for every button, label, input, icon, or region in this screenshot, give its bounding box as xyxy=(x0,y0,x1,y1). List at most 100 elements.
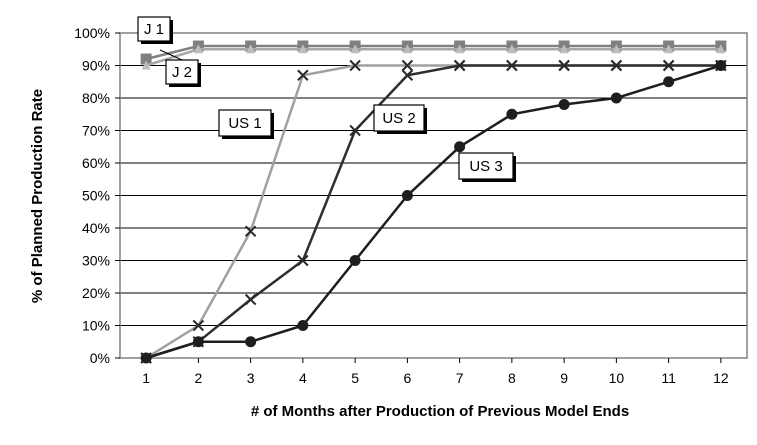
y-tick-label: 90% xyxy=(82,58,110,74)
data-point-marker xyxy=(558,59,570,72)
y-tick-label: 60% xyxy=(82,155,110,171)
x-tick-label: 2 xyxy=(194,370,202,386)
data-point-marker xyxy=(297,320,309,331)
callout-j-2: J 2 xyxy=(159,49,201,87)
callout-shadow xyxy=(169,84,201,87)
series-label: US 2 xyxy=(382,110,415,127)
callout-us-2: US 2 xyxy=(373,104,427,134)
x-tick-label: 11 xyxy=(661,370,676,386)
series-j-2 xyxy=(141,44,726,70)
data-point-marker xyxy=(192,319,205,332)
series-label: US 1 xyxy=(228,115,261,132)
y-tick-label: 20% xyxy=(82,285,110,301)
x-tick-label: 4 xyxy=(299,370,307,386)
callout-leader xyxy=(159,49,183,61)
data-point-marker xyxy=(610,59,623,72)
data-point-marker xyxy=(715,60,727,71)
y-tick-label: 30% xyxy=(82,253,110,269)
data-point-marker xyxy=(244,293,257,306)
callout-shadow xyxy=(424,108,427,134)
callout-box xyxy=(218,109,272,137)
x-axis-title: # of Months after Production of Previous… xyxy=(251,403,629,420)
data-point-marker xyxy=(558,99,570,110)
x-tick-label: 12 xyxy=(713,370,729,386)
callout-shadow xyxy=(170,20,173,44)
data-point-marker xyxy=(349,124,361,137)
data-point-marker xyxy=(455,44,465,54)
data-point-marker xyxy=(662,59,675,72)
data-point-marker xyxy=(298,44,308,54)
series-label: US 3 xyxy=(469,158,502,175)
x-tick-label: 8 xyxy=(508,370,516,386)
series-callouts: J 1 J 2 US 1 US 2 US 3 xyxy=(137,16,516,182)
series-label: J 2 xyxy=(172,64,192,81)
gridlines xyxy=(120,65,747,326)
x-tick-label: 7 xyxy=(456,370,464,386)
data-point-marker xyxy=(140,352,152,364)
data-point-marker xyxy=(193,44,203,54)
callout-shadow xyxy=(198,63,201,87)
x-tick-label: 5 xyxy=(351,370,359,386)
callout-shadow xyxy=(141,41,173,44)
data-point-marker xyxy=(401,59,414,72)
callout-box xyxy=(137,16,171,42)
y-tick-label: 100% xyxy=(74,25,110,41)
data-point-marker xyxy=(506,59,518,72)
data-point-marker xyxy=(507,44,517,54)
callout-us-1: US 1 xyxy=(218,109,274,139)
data-point-marker xyxy=(506,108,518,120)
series-lines xyxy=(140,40,727,364)
callout-shadow xyxy=(271,113,274,139)
x-tick-label: 1 xyxy=(142,370,150,386)
data-point-marker xyxy=(664,44,674,54)
callout-j-1: J 1 xyxy=(137,16,173,44)
callout-shadow xyxy=(462,179,516,182)
callout-shadow xyxy=(377,131,427,134)
series-line xyxy=(145,64,721,360)
series-line xyxy=(145,64,722,360)
data-point-marker xyxy=(140,53,152,65)
y-tick-label: 50% xyxy=(82,188,110,204)
data-point-marker xyxy=(297,69,309,81)
data-point-marker xyxy=(244,225,257,237)
series-us-3 xyxy=(140,60,727,364)
data-point-marker xyxy=(610,92,622,104)
data-point-marker xyxy=(349,255,361,266)
data-point-marker xyxy=(192,336,204,348)
data-point-marker xyxy=(349,59,361,72)
x-tick-label: 6 xyxy=(403,370,411,386)
data-point-marker xyxy=(716,44,726,54)
x-tick-label: 3 xyxy=(247,370,255,386)
x-tick-label: 9 xyxy=(560,370,568,386)
y-tick-label: 80% xyxy=(82,90,110,106)
y-tick-label: 40% xyxy=(82,220,110,236)
callout-shadow xyxy=(513,156,516,182)
data-point-marker xyxy=(453,59,466,72)
data-point-marker xyxy=(402,44,412,54)
series-line xyxy=(145,44,721,61)
data-point-marker xyxy=(401,190,413,201)
data-point-marker xyxy=(611,44,621,54)
y-tick-label: 0% xyxy=(90,350,110,366)
callout-us-3: US 3 xyxy=(458,152,516,182)
data-point-marker xyxy=(559,44,569,54)
x-axis-ticks: 1 2 3 4 5 6 7 8 9 10 11 12 xyxy=(142,358,729,386)
data-point-marker xyxy=(350,44,360,54)
data-point-marker xyxy=(297,254,309,267)
data-point-marker xyxy=(454,141,466,153)
series-label: J 1 xyxy=(144,21,164,38)
data-point-marker xyxy=(245,336,257,348)
x-tick-label: 10 xyxy=(609,370,625,386)
y-tick-label: 10% xyxy=(82,318,110,334)
y-axis-title: % of Planned Production Rate xyxy=(29,89,46,303)
data-point-marker xyxy=(246,44,256,54)
y-axis-ticks: 0% 10% 20% 30% 40% 50% 60% 70% 80% 90% 100% xyxy=(74,25,120,366)
data-point-marker xyxy=(401,69,414,81)
y-tick-label: 70% xyxy=(82,123,110,139)
series-line xyxy=(145,48,721,67)
data-point-marker xyxy=(141,60,151,70)
callout-shadow xyxy=(222,136,274,139)
data-point-marker xyxy=(663,76,675,88)
